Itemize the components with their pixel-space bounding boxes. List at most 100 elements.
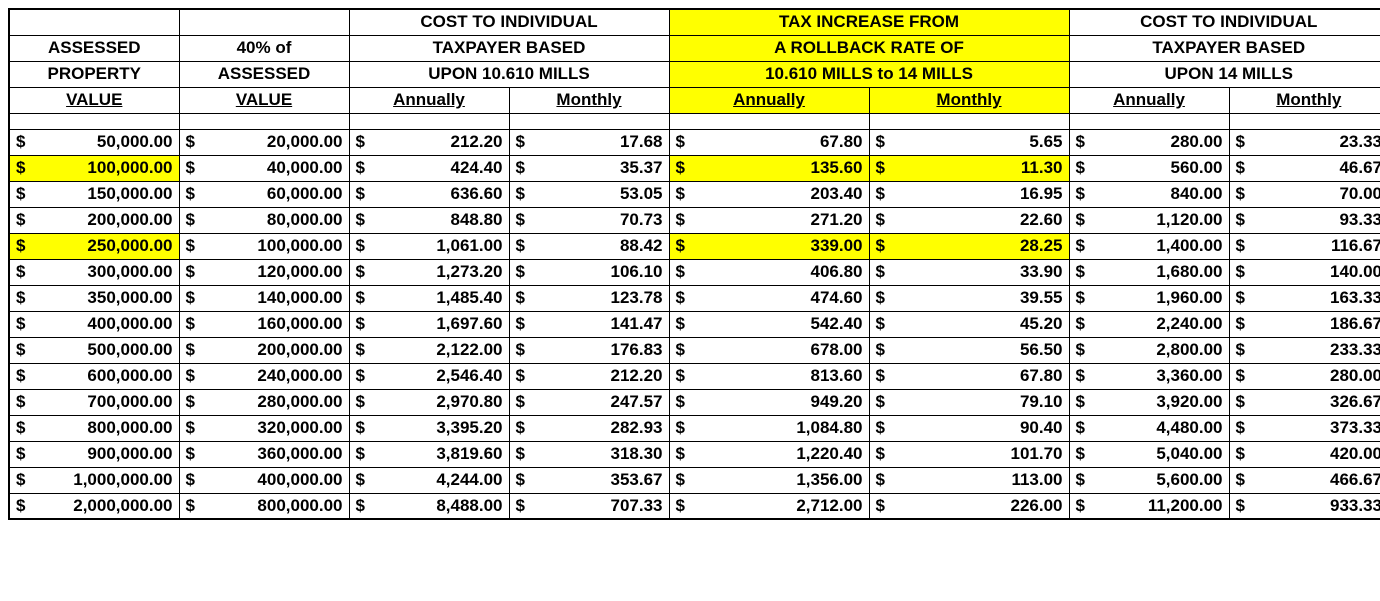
- cell-c-monthly: $186.67: [1229, 311, 1380, 337]
- hdr-col1-l3: VALUE: [179, 87, 349, 113]
- cell-b-annually: $67.80: [669, 129, 869, 155]
- hdr-b-monthly: Monthly: [869, 87, 1069, 113]
- cell-a-monthly: $176.83: [509, 337, 669, 363]
- hdr-group-b-l3: 10.610 MILLS to 14 MILLS: [669, 61, 1069, 87]
- table-row: $700,000.00$280,000.00$2,970.80$247.57$9…: [9, 389, 1380, 415]
- cell-pct40: $240,000.00: [179, 363, 349, 389]
- cell-c-monthly: $326.67: [1229, 389, 1380, 415]
- table-row: $800,000.00$320,000.00$3,395.20$282.93$1…: [9, 415, 1380, 441]
- cell-assessed: $100,000.00: [9, 155, 179, 181]
- cell-a-annually: $1,485.40: [349, 285, 509, 311]
- table-row: $100,000.00$40,000.00$424.40$35.37$135.6…: [9, 155, 1380, 181]
- cell-b-monthly: $33.90: [869, 259, 1069, 285]
- cell-c-monthly: $373.33: [1229, 415, 1380, 441]
- cell-c-annually: $1,960.00: [1069, 285, 1229, 311]
- cell-a-annually: $8,488.00: [349, 493, 509, 519]
- cell-a-monthly: $17.68: [509, 129, 669, 155]
- table-row: $900,000.00$360,000.00$3,819.60$318.30$1…: [9, 441, 1380, 467]
- hdr-col1-l2: ASSESSED: [179, 61, 349, 87]
- cell-a-annually: $4,244.00: [349, 467, 509, 493]
- cell-c-monthly: $420.00: [1229, 441, 1380, 467]
- cell-c-monthly: $116.67: [1229, 233, 1380, 259]
- hdr-a-monthly: Monthly: [509, 87, 669, 113]
- header-row-4: VALUE VALUE Annually Monthly Annually Mo…: [9, 87, 1380, 113]
- hdr-col0-blank: [9, 9, 179, 35]
- cell-c-monthly: $23.33: [1229, 129, 1380, 155]
- header-row-3: PROPERTY ASSESSED UPON 10.610 MILLS 10.6…: [9, 61, 1380, 87]
- cell-pct40: $60,000.00: [179, 181, 349, 207]
- cell-b-monthly: $28.25: [869, 233, 1069, 259]
- cell-assessed: $300,000.00: [9, 259, 179, 285]
- cell-b-monthly: $22.60: [869, 207, 1069, 233]
- cell-b-annually: $271.20: [669, 207, 869, 233]
- cell-b-monthly: $56.50: [869, 337, 1069, 363]
- table-row: $200,000.00$80,000.00$848.80$70.73$271.2…: [9, 207, 1380, 233]
- cell-b-monthly: $226.00: [869, 493, 1069, 519]
- cell-pct40: $160,000.00: [179, 311, 349, 337]
- tax-table: COST TO INDIVIDUAL TAX INCREASE FROM COS…: [8, 8, 1380, 520]
- header-row-2: ASSESSED 40% of TAXPAYER BASED A ROLLBAC…: [9, 35, 1380, 61]
- cell-b-annually: $203.40: [669, 181, 869, 207]
- cell-a-annually: $848.80: [349, 207, 509, 233]
- cell-pct40: $800,000.00: [179, 493, 349, 519]
- cell-assessed: $2,000,000.00: [9, 493, 179, 519]
- cell-c-annually: $1,680.00: [1069, 259, 1229, 285]
- cell-assessed: $800,000.00: [9, 415, 179, 441]
- cell-b-annually: $1,084.80: [669, 415, 869, 441]
- cell-b-monthly: $16.95: [869, 181, 1069, 207]
- hdr-a-annually: Annually: [349, 87, 509, 113]
- table-row: $300,000.00$120,000.00$1,273.20$106.10$4…: [9, 259, 1380, 285]
- cell-pct40: $320,000.00: [179, 415, 349, 441]
- cell-b-annually: $406.80: [669, 259, 869, 285]
- cell-b-annually: $678.00: [669, 337, 869, 363]
- cell-a-annually: $2,122.00: [349, 337, 509, 363]
- hdr-group-c-l2: TAXPAYER BASED: [1069, 35, 1380, 61]
- cell-pct40: $80,000.00: [179, 207, 349, 233]
- hdr-c-annually: Annually: [1069, 87, 1229, 113]
- cell-pct40: $100,000.00: [179, 233, 349, 259]
- cell-pct40: $280,000.00: [179, 389, 349, 415]
- cell-c-monthly: $93.33: [1229, 207, 1380, 233]
- cell-a-monthly: $353.67: [509, 467, 669, 493]
- cell-pct40: $400,000.00: [179, 467, 349, 493]
- cell-a-annually: $2,546.40: [349, 363, 509, 389]
- table-row: $2,000,000.00$800,000.00$8,488.00$707.33…: [9, 493, 1380, 519]
- cell-assessed: $250,000.00: [9, 233, 179, 259]
- table-row: $50,000.00$20,000.00$212.20$17.68$67.80$…: [9, 129, 1380, 155]
- cell-c-monthly: $466.67: [1229, 467, 1380, 493]
- cell-a-monthly: $282.93: [509, 415, 669, 441]
- cell-c-monthly: $70.00: [1229, 181, 1380, 207]
- hdr-group-a-l1: COST TO INDIVIDUAL: [349, 9, 669, 35]
- cell-b-annually: $2,712.00: [669, 493, 869, 519]
- cell-assessed: $600,000.00: [9, 363, 179, 389]
- cell-a-monthly: $88.42: [509, 233, 669, 259]
- cell-c-monthly: $933.33: [1229, 493, 1380, 519]
- hdr-col0-l2: PROPERTY: [9, 61, 179, 87]
- cell-b-monthly: $90.40: [869, 415, 1069, 441]
- hdr-b-annually: Annually: [669, 87, 869, 113]
- cell-a-annually: $636.60: [349, 181, 509, 207]
- cell-c-annually: $2,240.00: [1069, 311, 1229, 337]
- cell-b-annually: $1,220.40: [669, 441, 869, 467]
- hdr-group-a-l3: UPON 10.610 MILLS: [349, 61, 669, 87]
- cell-assessed: $400,000.00: [9, 311, 179, 337]
- cell-c-annually: $1,120.00: [1069, 207, 1229, 233]
- cell-a-annually: $3,819.60: [349, 441, 509, 467]
- cell-a-monthly: $53.05: [509, 181, 669, 207]
- cell-pct40: $40,000.00: [179, 155, 349, 181]
- cell-c-monthly: $46.67: [1229, 155, 1380, 181]
- cell-b-monthly: $39.55: [869, 285, 1069, 311]
- cell-b-annually: $542.40: [669, 311, 869, 337]
- hdr-c-monthly: Monthly: [1229, 87, 1380, 113]
- cell-assessed: $200,000.00: [9, 207, 179, 233]
- cell-a-monthly: $318.30: [509, 441, 669, 467]
- cell-pct40: $20,000.00: [179, 129, 349, 155]
- cell-assessed: $150,000.00: [9, 181, 179, 207]
- cell-c-annually: $5,040.00: [1069, 441, 1229, 467]
- cell-c-annually: $5,600.00: [1069, 467, 1229, 493]
- hdr-group-a-l2: TAXPAYER BASED: [349, 35, 669, 61]
- cell-pct40: $120,000.00: [179, 259, 349, 285]
- cell-c-annually: $280.00: [1069, 129, 1229, 155]
- cell-a-monthly: $70.73: [509, 207, 669, 233]
- cell-b-monthly: $79.10: [869, 389, 1069, 415]
